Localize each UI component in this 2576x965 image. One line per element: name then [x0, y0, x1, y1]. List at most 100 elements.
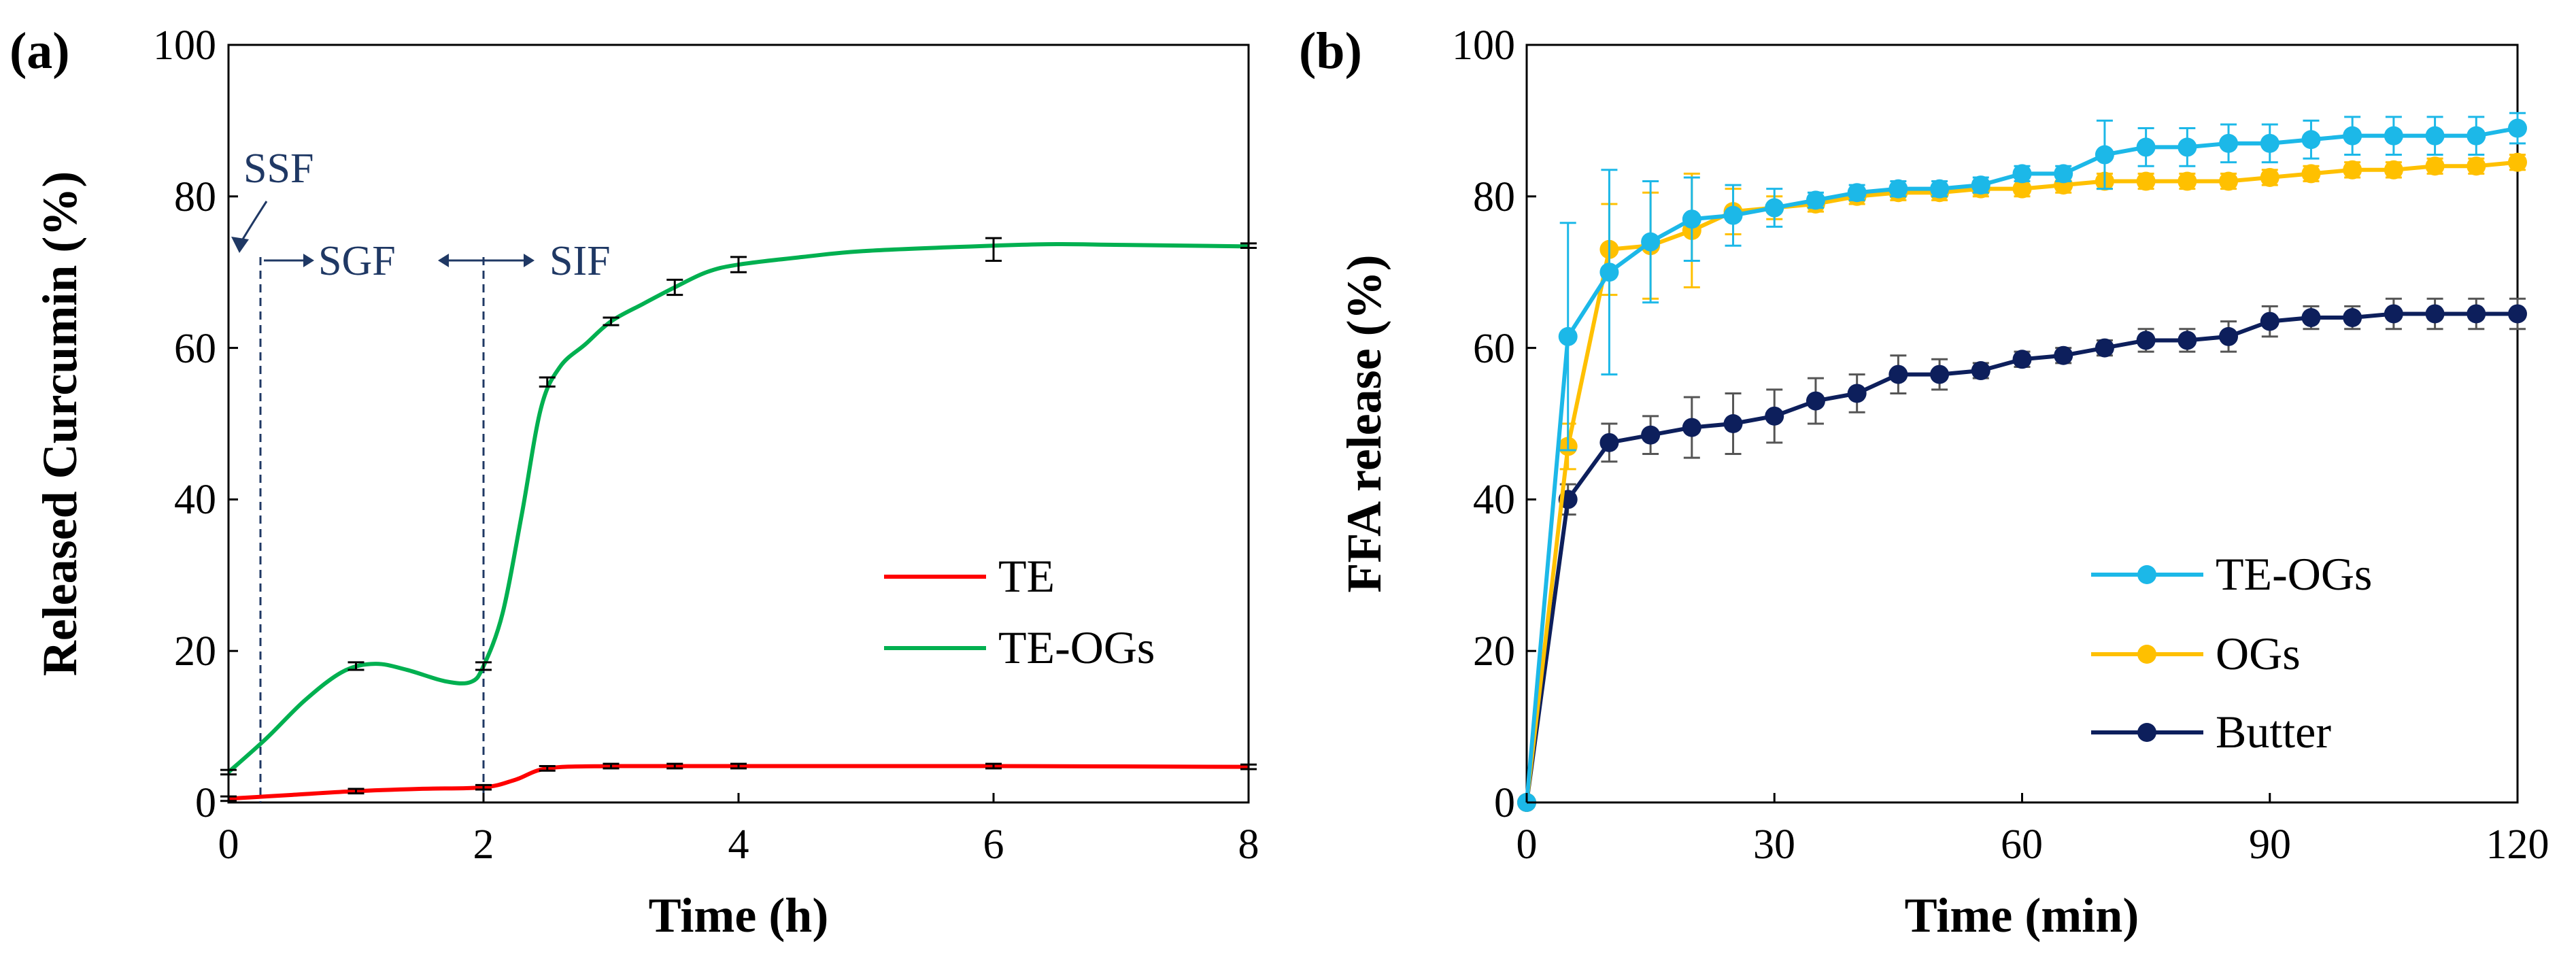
data-point [2177, 171, 2197, 191]
a-ytick-label: 80 [174, 174, 216, 220]
data-point [2054, 164, 2073, 184]
a-ytick-label: 0 [195, 780, 216, 826]
data-point [1765, 198, 1784, 218]
data-point [2260, 133, 2280, 153]
data-point [1806, 190, 1825, 210]
legend-label-te: TE [998, 550, 1055, 602]
b-xtick-label: 0 [1516, 822, 1538, 868]
panel-a-series [220, 237, 1257, 802]
panel-b-legend: TE-OGs OGs Butter [2091, 548, 2372, 758]
data-point [1930, 365, 1950, 384]
panel-a-x-axis: 0 2 4 6 8 [218, 822, 1259, 868]
series-line-te-ogs [1525, 126, 2518, 803]
data-point [2343, 308, 2362, 328]
data-point [2260, 167, 2280, 187]
b-xtick-label: 30 [1753, 822, 1795, 868]
data-point [2136, 331, 2156, 350]
data-point [2219, 133, 2239, 153]
legend-marker-ogs [2137, 645, 2156, 664]
data-point [2384, 126, 2403, 146]
legend-marker-te-ogs-b [2137, 565, 2156, 584]
data-point [2508, 118, 2527, 138]
b-xtick-label: 90 [2249, 822, 2291, 868]
b-ytick-label: 20 [1473, 628, 1515, 675]
data-point [2301, 130, 2321, 150]
data-point [1599, 433, 1619, 452]
panel-a-label: (a) [10, 22, 70, 80]
data-point [2177, 331, 2197, 350]
panel-a: (a) 0 20 40 60 80 100 0 2 4 6 8 Time (h)… [10, 22, 1259, 943]
a-ytick-label: 40 [174, 477, 216, 523]
data-point [1847, 384, 1867, 403]
b-y-axis-title: FFA release (%) [1337, 254, 1391, 592]
sgf-sif-arrowhead-left [438, 254, 449, 267]
data-point [2012, 179, 2032, 199]
data-point [1847, 183, 1867, 203]
ssf-label: SSF [243, 146, 313, 192]
data-point [2425, 156, 2445, 176]
b-ytick-label: 40 [1473, 477, 1515, 523]
a-xtick-label: 4 [728, 822, 749, 868]
sgf-arrowhead [303, 254, 314, 267]
a-ytick-label: 20 [174, 628, 216, 675]
panel-b-series [1517, 112, 2527, 812]
data-point [1682, 418, 1701, 437]
data-point [2425, 126, 2445, 146]
series-line-te-ogs [227, 241, 1249, 774]
data-point [2343, 160, 2362, 180]
data-point [1765, 406, 1784, 426]
legend-label-butter: Butter [2216, 706, 2331, 758]
data-point [2054, 345, 2073, 365]
b-ytick-label: 60 [1473, 326, 1515, 372]
a-xtick-label: 6 [983, 822, 1004, 868]
a-xtick-label: 2 [473, 822, 494, 868]
panel-b-x-axis: 0 30 60 90 120 [1516, 822, 2549, 868]
data-point [2425, 304, 2445, 324]
panel-a-plot-area [227, 44, 1250, 804]
b-xtick-label: 120 [2486, 822, 2549, 868]
panel-a-y-axis: 0 20 40 60 80 100 [153, 22, 216, 826]
sgf-sif-arrowhead-right [524, 254, 535, 267]
phase-annotations: SSF SGF SIF [231, 146, 611, 802]
data-point [2260, 311, 2280, 331]
data-point [2467, 126, 2486, 146]
series-line-ogs [1525, 160, 2518, 803]
data-point [1723, 205, 1743, 225]
data-point [2508, 152, 2527, 172]
legend-label-te-ogs: TE-OGs [998, 622, 1155, 673]
data-point [1888, 365, 1908, 384]
legend-marker-butter [2137, 723, 2156, 742]
ssf-arrow [238, 201, 268, 246]
b-xtick-label: 60 [2001, 822, 2043, 868]
b-ytick-label: 80 [1473, 174, 1515, 220]
panel-b-y-axis: 0 20 40 60 80 100 [1452, 22, 1515, 826]
data-point [2219, 326, 2239, 346]
panel-b: (b) 0 20 40 60 80 100 0 30 60 90 120 Tim… [1299, 22, 2549, 943]
sif-label: SIF [549, 238, 611, 284]
data-point [2136, 137, 2156, 157]
data-point [2343, 126, 2362, 146]
data-point [2177, 137, 2197, 157]
a-xtick-label: 8 [1238, 822, 1259, 868]
data-point [1599, 263, 1619, 282]
a-y-axis-title: Released Curcumin (%) [33, 171, 87, 677]
b-ytick-label: 100 [1452, 22, 1515, 69]
data-point [1806, 391, 1825, 411]
data-point [1888, 179, 1908, 199]
data-point [2095, 145, 2114, 165]
data-point [2095, 338, 2114, 358]
data-point [1723, 414, 1743, 433]
data-point [1641, 425, 1661, 445]
ssf-arrowhead [231, 237, 249, 253]
data-point [1971, 361, 1990, 381]
data-point [2012, 350, 2032, 369]
legend-label-te-ogs-b: TE-OGs [2216, 548, 2372, 600]
data-point [2384, 160, 2403, 180]
sgf-label: SGF [318, 238, 396, 284]
data-point [2508, 304, 2527, 324]
a-xtick-label: 0 [218, 822, 239, 868]
legend-label-ogs: OGs [2216, 628, 2301, 679]
data-point [2219, 171, 2239, 191]
data-point [1971, 175, 1990, 195]
data-point [2467, 156, 2486, 176]
